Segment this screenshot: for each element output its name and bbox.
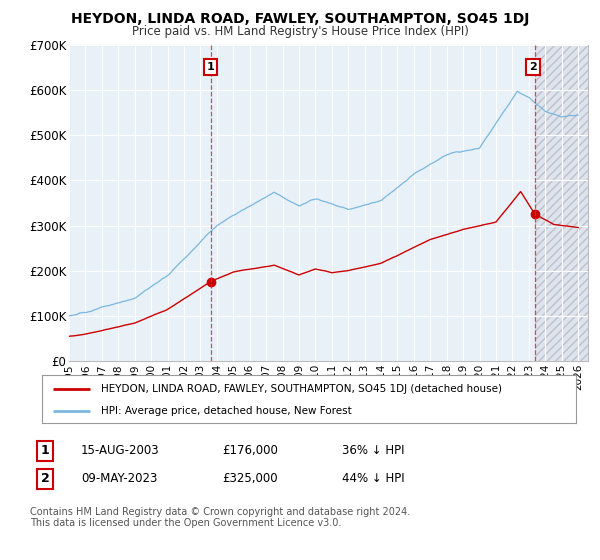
Text: £325,000: £325,000 (222, 472, 278, 486)
Text: Contains HM Land Registry data © Crown copyright and database right 2024.
This d: Contains HM Land Registry data © Crown c… (30, 507, 410, 529)
Text: 2: 2 (529, 62, 537, 72)
Bar (535, 45, 588, 361)
Text: 09-MAY-2023: 09-MAY-2023 (81, 472, 157, 486)
Text: 15-AUG-2003: 15-AUG-2003 (81, 444, 160, 458)
Text: 44% ↓ HPI: 44% ↓ HPI (342, 472, 404, 486)
Text: 2: 2 (41, 472, 49, 486)
Text: Price paid vs. HM Land Registry's House Price Index (HPI): Price paid vs. HM Land Registry's House … (131, 25, 469, 38)
Text: £176,000: £176,000 (222, 444, 278, 458)
Text: 1: 1 (41, 444, 49, 458)
Text: 36% ↓ HPI: 36% ↓ HPI (342, 444, 404, 458)
Text: HPI: Average price, detached house, New Forest: HPI: Average price, detached house, New … (101, 406, 352, 416)
Text: HEYDON, LINDA ROAD, FAWLEY, SOUTHAMPTON, SO45 1DJ: HEYDON, LINDA ROAD, FAWLEY, SOUTHAMPTON,… (71, 12, 529, 26)
Text: HEYDON, LINDA ROAD, FAWLEY, SOUTHAMPTON, SO45 1DJ (detached house): HEYDON, LINDA ROAD, FAWLEY, SOUTHAMPTON,… (101, 384, 502, 394)
Text: 1: 1 (207, 62, 214, 72)
